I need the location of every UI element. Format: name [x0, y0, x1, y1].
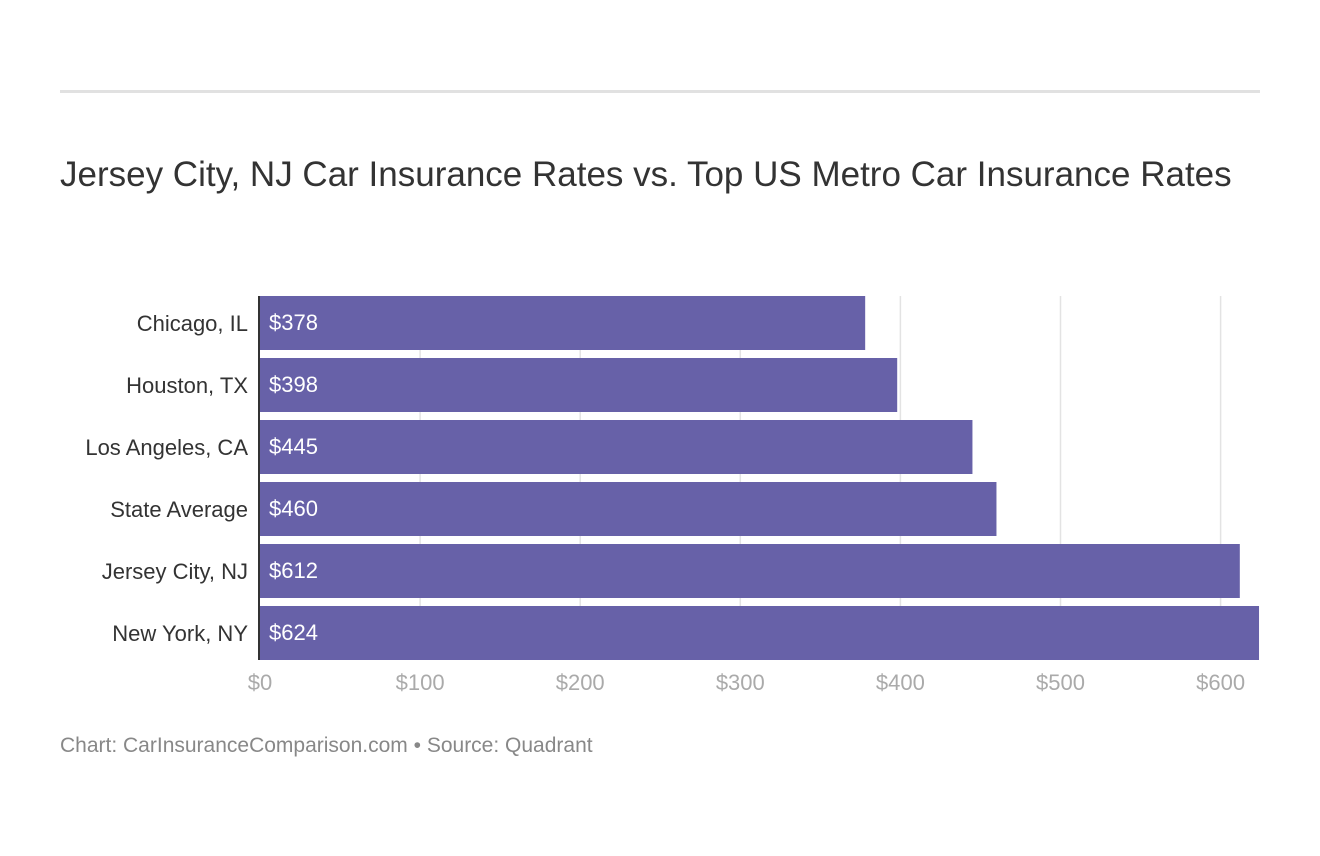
bar: [260, 482, 997, 536]
bar: [260, 606, 1260, 660]
x-tick-label: $100: [396, 670, 445, 695]
category-label: Chicago, IL: [137, 311, 248, 336]
category-label: State Average: [110, 497, 248, 522]
category-label: New York, NY: [112, 621, 248, 646]
bar-value-label: $624: [269, 620, 318, 645]
bar-value-label: $460: [269, 496, 318, 521]
category-label: Houston, TX: [126, 373, 248, 398]
bar-value-label: $612: [269, 558, 318, 583]
x-tick-label: $0: [248, 670, 272, 695]
x-tick-label: $600: [1196, 670, 1245, 695]
chart-footer: Chart: CarInsuranceComparison.com • Sour…: [60, 734, 593, 757]
x-tick-label: $300: [716, 670, 765, 695]
chart-title: Jersey City, NJ Car Insurance Rates vs. …: [60, 155, 1232, 194]
bar-value-label: $398: [269, 372, 318, 397]
x-tick-label: $400: [876, 670, 925, 695]
category-label: Los Angeles, CA: [85, 435, 248, 460]
x-tick-label: $200: [556, 670, 605, 695]
category-label: Jersey City, NJ: [102, 559, 248, 584]
bar-value-label: $445: [269, 434, 318, 459]
bar: [260, 544, 1240, 598]
bar: [260, 358, 898, 412]
top-divider: [60, 90, 1260, 93]
bar: [260, 296, 866, 350]
bar-value-label: $378: [269, 310, 318, 335]
bar: [260, 420, 973, 474]
x-tick-label: $500: [1036, 670, 1085, 695]
